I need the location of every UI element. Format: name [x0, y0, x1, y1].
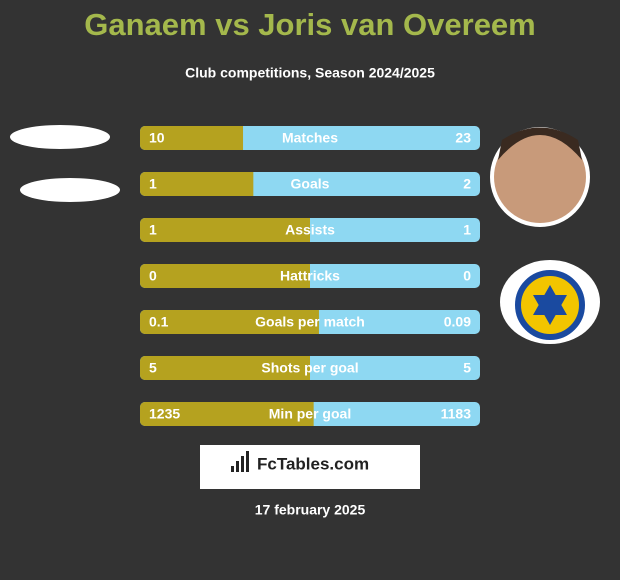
- right-value: 0.09: [444, 314, 471, 330]
- brand-icon: [231, 451, 249, 472]
- bar-left: [140, 218, 310, 242]
- right-value: 5: [463, 360, 471, 376]
- left-value: 1: [149, 176, 157, 192]
- stat-label: Min per goal: [269, 406, 351, 422]
- bar-left: [140, 264, 310, 288]
- stat-label: Goals: [291, 176, 330, 192]
- stat-label: Hattricks: [280, 268, 340, 284]
- stat-label: Shots per goal: [261, 360, 358, 376]
- bar-left: [140, 172, 254, 196]
- bar-left: [140, 402, 314, 426]
- title: Ganaem vs Joris van Overeem: [84, 7, 535, 42]
- bar-left: [140, 126, 244, 150]
- date: 17 february 2025: [255, 502, 366, 518]
- right-value: 1: [463, 222, 471, 238]
- left-value: 1235: [149, 406, 180, 422]
- player-hair: [498, 127, 582, 160]
- subtitle: Club competitions, Season 2024/2025: [185, 65, 435, 81]
- stat-label: Matches: [282, 130, 338, 146]
- bar-left: [140, 310, 319, 334]
- left-value: 0.1: [149, 314, 169, 330]
- left-value: 10: [149, 130, 165, 146]
- right-value: 2: [463, 176, 471, 192]
- right-value: 1183: [441, 406, 472, 422]
- player-face: [494, 131, 586, 223]
- rows: 10 Matches 231 Goals 21 Assists 10 Hattricks 00.…: [140, 126, 480, 426]
- right-value: 0: [463, 268, 471, 284]
- stat-label: Goals per match: [255, 314, 365, 330]
- bar-left: [140, 356, 310, 380]
- club-logo-star: [533, 285, 567, 325]
- left-value: 1: [149, 222, 157, 238]
- left-badge: [10, 125, 110, 149]
- left-value: 0: [149, 268, 157, 284]
- right-value: 23: [455, 130, 471, 146]
- stat-label: Assists: [285, 222, 335, 238]
- brand: FcTables.com: [257, 454, 369, 473]
- left-badge: [20, 178, 120, 202]
- left-value: 5: [149, 360, 157, 376]
